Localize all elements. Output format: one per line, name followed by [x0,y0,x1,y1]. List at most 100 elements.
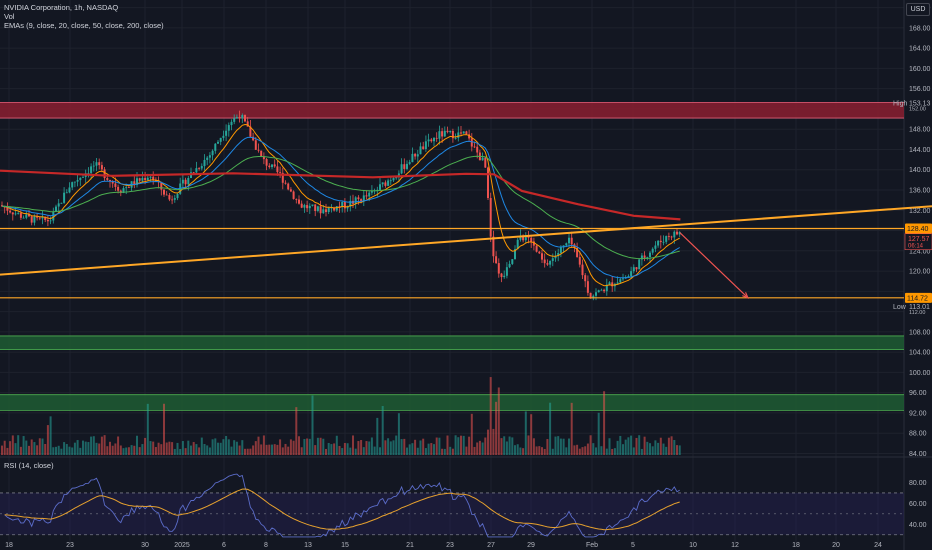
candle-body [422,146,425,149]
volume-bar [505,441,508,455]
volume-bar [308,438,311,455]
candle-body [254,140,257,150]
volume-bar [430,443,433,455]
volume-bar [157,442,160,455]
candle-body [271,164,273,168]
volume-bar [187,440,190,455]
volume-bar [219,442,222,455]
symbol-title[interactable]: NVIDIA Corporation, 1h, NASDAQ [4,3,119,12]
candle-body [268,165,271,168]
volume-bar [14,443,17,455]
candle-body [241,115,244,119]
volume-bar [300,447,303,455]
volume-bar [195,444,198,455]
candle-body [651,248,654,253]
volume-bar [565,447,568,455]
candle-body [389,180,392,182]
candle-body [473,146,476,148]
price-tick-label: 104.00 [909,350,931,357]
candle-body [551,258,554,261]
time-tick-label: 20 [832,542,840,549]
price-tick-label: 124.00 [909,248,931,255]
volume-bar [559,438,562,455]
candle-body [665,236,668,242]
candle-body [622,278,624,280]
volume-bar [114,443,117,455]
volume-bar [530,414,533,455]
volume-bar [203,443,206,455]
volume-bar [76,440,79,455]
low-alt-value: 112.00 [909,310,925,316]
candle-body [295,198,298,200]
volume-bar [473,446,476,455]
candle-body [632,267,635,272]
volume-bar [141,444,144,455]
volume-bar [287,446,290,455]
candle-body [392,178,395,181]
volume-bar [192,442,195,455]
volume-bar [244,448,246,455]
candle-body [443,130,446,137]
candle-body [449,130,452,133]
candle-body [676,231,678,235]
candle-body [214,143,217,151]
volume-bar [125,447,128,455]
candle-body [559,247,562,253]
candle-body [79,177,82,181]
candle-body [136,178,138,185]
candle-body [549,260,552,265]
volume-bar [403,438,406,455]
volume-bar [249,448,252,455]
ema-legend[interactable]: EMAs (9, close, 20, close, 50, close, 20… [4,21,164,30]
volume-bar [273,444,276,455]
volume-bar [576,444,579,455]
candle-body [311,204,314,206]
volume-bar [532,438,535,455]
volume-bar [52,447,55,455]
candle-body [516,239,519,250]
candle-body [114,183,117,187]
candle-body [565,243,568,246]
volume-bar [284,443,287,455]
candle-body [238,117,241,119]
volume-bar [605,448,608,455]
volume-bar [87,442,90,455]
candle-body [335,206,338,211]
candle-body [395,177,398,179]
candle-body [543,259,546,264]
candle-body [487,167,489,199]
candle-body [244,115,246,122]
volume-bar [22,436,25,455]
volume-bar [619,435,622,455]
volume-bar [100,436,103,455]
volume-legend[interactable]: Vol [4,12,15,21]
candle-body [308,205,311,209]
currency-button[interactable]: USD [906,3,930,16]
volume-bar [527,435,530,455]
candle-body [349,200,352,207]
volume-bar [238,445,241,455]
volume-bar [19,446,22,455]
price-tick-label: 136.00 [909,188,931,195]
zone-resistance [0,102,904,119]
candle-body [95,162,98,166]
candle-body [165,194,168,196]
volume-bar [82,440,84,455]
volume-bar [397,413,400,455]
rsi-legend[interactable]: RSI (14, close) [4,461,54,470]
candle-body [117,186,120,191]
candle-body [198,168,201,169]
candle-body [554,256,557,259]
price-tick-label: 160.00 [909,66,931,73]
candle-body [98,162,101,166]
volume-bar [554,436,557,455]
candle-body [430,139,433,142]
volume-bar [103,435,106,455]
candle-body [219,137,222,142]
candle-body [376,189,379,191]
candle-body [414,153,417,157]
candle-body [176,193,179,199]
candle-body [208,155,211,158]
